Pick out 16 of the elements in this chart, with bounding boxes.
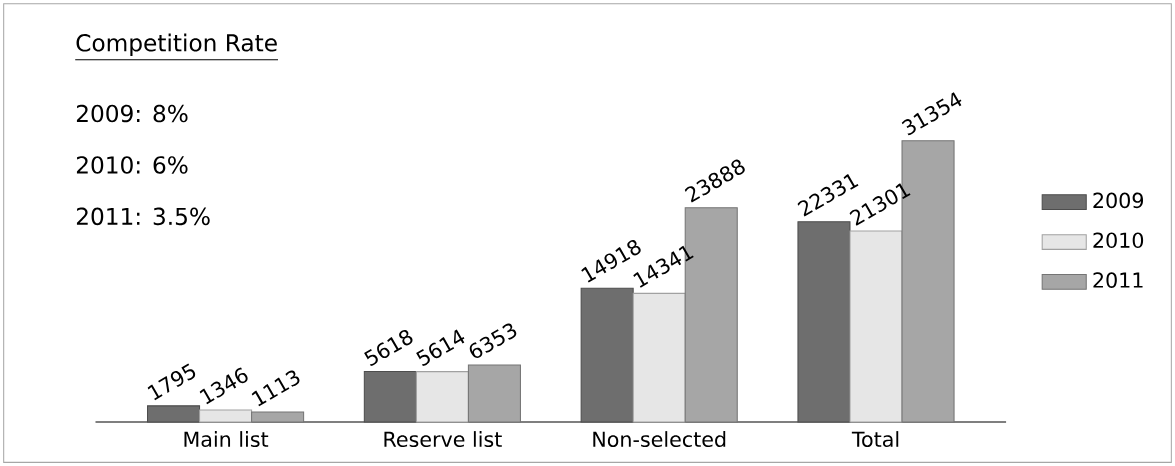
bar xyxy=(147,405,201,423)
text: 2009: 8% xyxy=(76,104,188,123)
bar xyxy=(580,287,634,423)
annotation: 2011: 3.5% xyxy=(76,207,210,226)
x-tick-label: Total xyxy=(851,431,899,448)
bar xyxy=(363,371,417,423)
legend-label: 2010 xyxy=(1093,232,1144,249)
bar xyxy=(797,221,851,423)
x-tick-label: Non-selected xyxy=(593,431,726,448)
legend-label: 2011 xyxy=(1093,272,1143,288)
annotation: 2010: 6% xyxy=(76,156,188,174)
legend-label: 2009 xyxy=(1093,192,1144,209)
data-label: 6353 xyxy=(469,323,517,359)
x-tick-label: Reserve list xyxy=(384,431,502,448)
text: Competition Rate xyxy=(76,33,277,57)
x-tick-label: Main list xyxy=(184,431,269,448)
